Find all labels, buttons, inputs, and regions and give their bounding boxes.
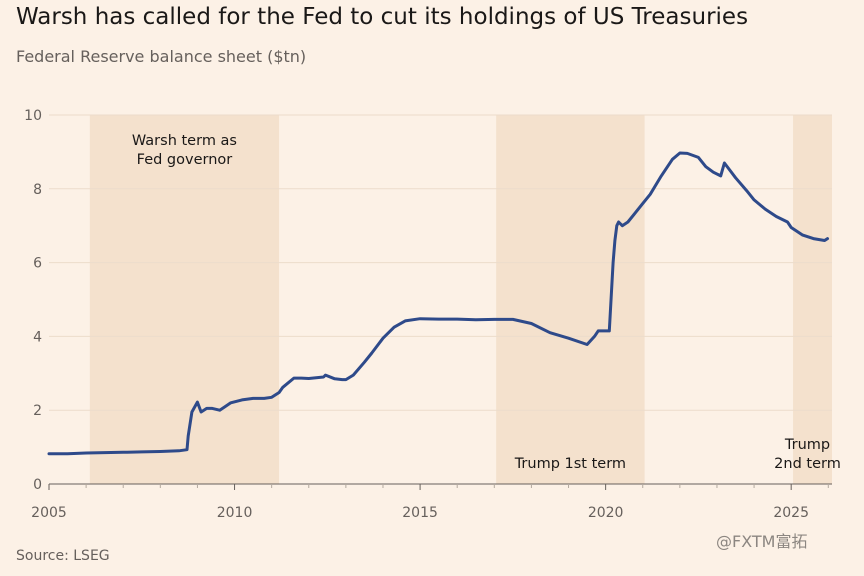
period-label: Fed governor — [137, 152, 233, 168]
source-note: Source: LSEG — [16, 548, 110, 564]
period-annotations: Warsh term as Fed governor Trump 1st term T… — [132, 133, 841, 472]
shaded-period-1 — [89, 115, 280, 484]
y-tick-label: 8 — [33, 182, 42, 198]
y-tick-label: 4 — [33, 329, 42, 345]
series-group — [47, 151, 829, 456]
x-tick-label: 2025 — [773, 505, 809, 521]
period-label: Warsh term as — [132, 133, 237, 149]
y-tick-label: 10 — [24, 108, 42, 124]
series-line-balance-sheet — [47, 151, 829, 456]
shaded-period-3 — [793, 115, 832, 484]
x-tick-label: 2010 — [217, 505, 253, 521]
x-axis-ticks: 2005 2010 2015 2020 2025 — [31, 484, 829, 521]
x-tick-label: 2005 — [31, 505, 67, 521]
shaded-periods — [89, 115, 832, 484]
period-label: Trump — [784, 437, 830, 453]
y-axis-ticks: 0 2 4 6 8 10 — [24, 108, 42, 493]
period-label: 2nd term — [774, 456, 841, 472]
chart-subtitle: Federal Reserve balance sheet ($tn) — [16, 47, 307, 66]
x-tick-label: 2020 — [588, 505, 624, 521]
x-tick-label: 2015 — [402, 505, 438, 521]
chart-title: Warsh has called for the Fed to cut its … — [16, 4, 749, 30]
shaded-period-2 — [496, 115, 645, 484]
y-tick-label: 2 — [33, 403, 42, 419]
period-label: Trump 1st term — [514, 456, 626, 472]
y-tick-label: 6 — [33, 256, 42, 272]
gridlines — [49, 114, 832, 485]
watermark: @FXTM富拓 — [716, 532, 808, 551]
y-tick-label: 0 — [33, 477, 42, 493]
